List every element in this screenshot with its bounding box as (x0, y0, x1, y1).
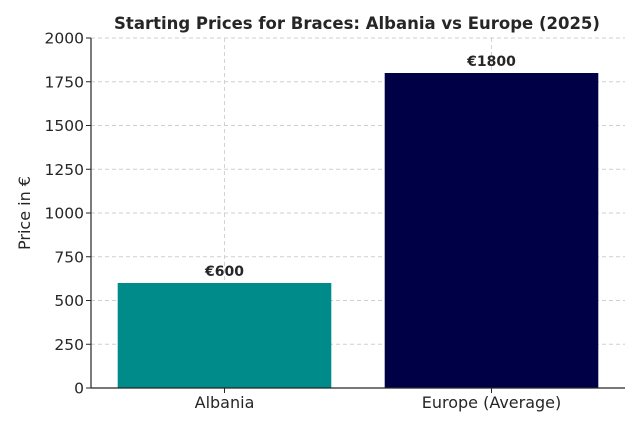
bar-1 (384, 73, 599, 388)
y-tick-label-8: 2000 (45, 30, 84, 48)
y-tick-label-1: 250 (54, 336, 84, 354)
y-axis-ticks: 0 250 500 750 1000 1250 1500 1750 2000 (45, 30, 91, 398)
y-axis-label: Price in € (15, 176, 34, 250)
x-tick-label-1: Europe (Average) (422, 393, 562, 412)
data-labels: €600 €1800 (204, 54, 516, 280)
chart-title: Starting Prices for Braces: Albania vs E… (114, 14, 600, 33)
y-tick-label-0: 0 (74, 380, 84, 398)
bars (117, 73, 599, 388)
y-tick-label-6: 1500 (45, 117, 84, 135)
data-label-1: €1800 (466, 54, 516, 70)
y-tick-label-4: 1000 (45, 205, 84, 223)
y-tick-label-2: 500 (54, 292, 84, 310)
y-tick-label-3: 750 (54, 248, 84, 266)
x-axis-categories: Albania Europe (Average) (195, 388, 562, 412)
bar-0 (117, 283, 332, 388)
data-label-0: €600 (204, 264, 244, 280)
x-tick-label-0: Albania (195, 393, 255, 412)
y-tick-label-5: 1250 (45, 161, 84, 179)
y-tick-label-7: 1750 (45, 73, 84, 91)
